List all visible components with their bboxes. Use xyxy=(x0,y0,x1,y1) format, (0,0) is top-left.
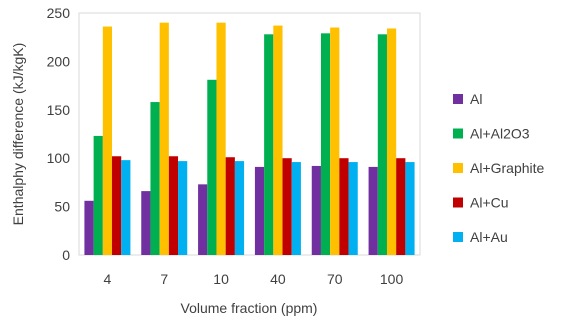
plot-frame xyxy=(78,12,421,256)
bar-al-graphite-100 xyxy=(386,28,397,255)
bar-al-cu-100 xyxy=(396,158,406,255)
y-axis-title: Enthalphy difference (kJ/kgK) xyxy=(10,43,26,226)
x-axis-title: Volume fraction (ppm) xyxy=(181,300,318,316)
bar-al-al2o3-100 xyxy=(377,34,387,255)
bar-al-au-4 xyxy=(121,160,131,255)
bar-al-4 xyxy=(84,200,94,255)
bar-al-graphite-70 xyxy=(330,27,340,255)
x-tick-label: 4 xyxy=(104,271,112,287)
x-tick-label: 10 xyxy=(213,271,229,287)
y-tick-label: 200 xyxy=(47,53,71,69)
legend-swatch xyxy=(453,163,463,173)
y-tick-label: 100 xyxy=(47,150,71,166)
bar-al-au-7 xyxy=(178,161,188,255)
bar-al-au-70 xyxy=(348,162,358,255)
y-tick-label: 50 xyxy=(54,199,70,215)
x-axis: 4 7 10 40 70 100 xyxy=(104,271,404,287)
legend-label: Al+Graphite xyxy=(470,160,545,176)
y-tick-label: 250 xyxy=(47,5,71,21)
x-tick-label: 70 xyxy=(327,271,343,287)
bars xyxy=(84,22,415,256)
legend-label: Al+Al2O3 xyxy=(470,126,530,142)
bar-al-al2o3-40 xyxy=(264,34,274,255)
y-tick-label: 150 xyxy=(47,102,71,118)
bar-al-cu-70 xyxy=(339,158,349,255)
y-tick-label: 0 xyxy=(62,247,70,263)
legend-label: Al+Cu xyxy=(470,195,509,211)
x-tick-label: 7 xyxy=(160,271,168,287)
bar-al-cu-10 xyxy=(225,157,235,255)
bar-al-100 xyxy=(368,166,378,255)
bar-al-graphite-10 xyxy=(216,22,226,256)
legend-label: Al xyxy=(470,91,482,107)
legend-swatch xyxy=(453,197,463,208)
legend-swatch xyxy=(453,94,463,104)
bar-al-cu-4 xyxy=(112,156,122,255)
legend-swatch xyxy=(453,128,463,139)
bar-al-10 xyxy=(198,184,208,255)
x-tick-label: 100 xyxy=(380,271,404,287)
bar-al-cu-40 xyxy=(282,158,292,255)
x-tick-label: 40 xyxy=(270,271,286,287)
bar-al-al2o3-10 xyxy=(207,79,217,255)
plot-area xyxy=(78,12,421,256)
legend-swatch xyxy=(453,232,463,242)
bar-al-au-100 xyxy=(405,162,415,255)
bar-al-al2o3-7 xyxy=(150,102,160,255)
legend-label: Al+Au xyxy=(470,229,508,245)
bar-al-graphite-7 xyxy=(159,22,169,256)
bar-al-7 xyxy=(141,191,151,255)
bar-al-al2o3-4 xyxy=(93,135,103,255)
bar-al-al2o3-70 xyxy=(320,33,331,255)
bar-al-graphite-40 xyxy=(273,25,283,255)
bar-al-40 xyxy=(254,166,265,255)
legend: Al Al+Al2O3 Al+Graphite Al+Cu Al+Au xyxy=(453,91,545,245)
y-axis: 0 50 100 150 200 250 xyxy=(47,5,71,263)
bar-al-70 xyxy=(311,165,321,255)
bar-al-cu-7 xyxy=(168,156,179,255)
bar-al-au-10 xyxy=(234,161,245,255)
bar-al-au-40 xyxy=(291,162,301,255)
bar-al-graphite-4 xyxy=(102,26,113,255)
